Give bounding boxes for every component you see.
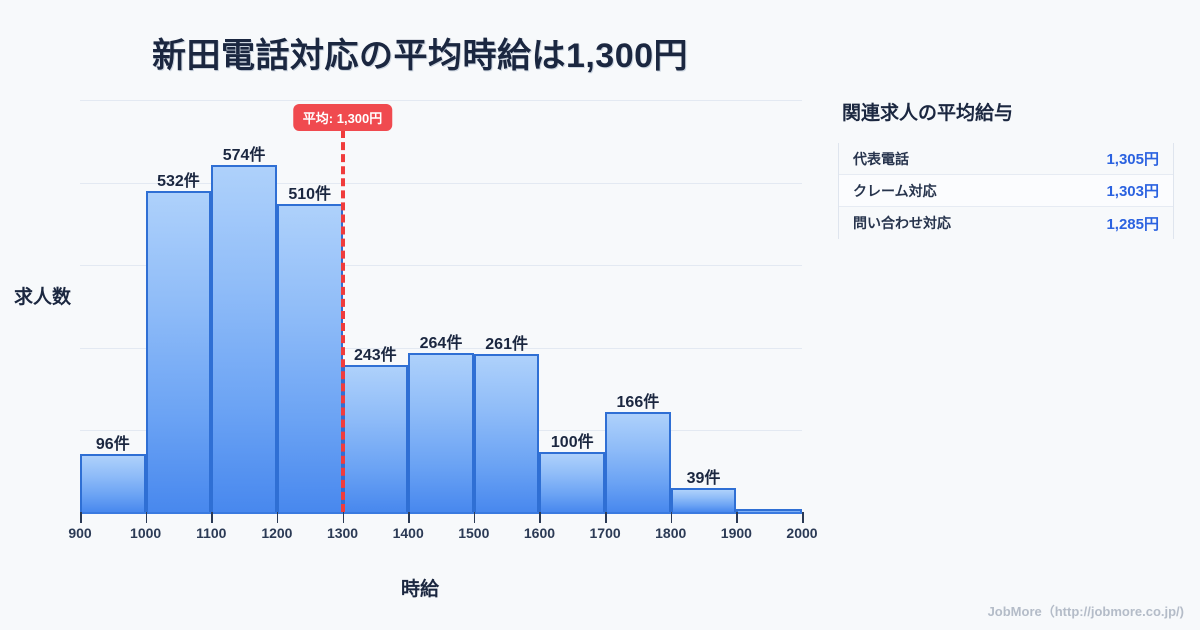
salary-row-value: 1,303円: [1106, 183, 1159, 200]
axis-tick: [211, 512, 213, 523]
average-line: [340, 130, 345, 512]
histogram-bar: [539, 451, 606, 512]
salary-row-label: クレーム対応: [853, 182, 937, 199]
axis-tick: [276, 512, 279, 523]
average-badge: 平均: 1,300円: [292, 104, 393, 131]
axis-tick-label: 2000: [786, 525, 818, 541]
salary-row: 代表電話 1,305円: [839, 143, 1173, 175]
bar-value-label: 243件: [353, 347, 397, 365]
salary-row: クレーム対応 1,303円: [839, 175, 1173, 207]
bar-value-label: 264件: [419, 334, 463, 352]
axis-tick: [670, 512, 673, 523]
y-axis-title: 求人数: [14, 287, 72, 308]
salary-row-label: 問い合わせ対応: [853, 215, 951, 231]
gridline: [80, 100, 802, 101]
gridline: [80, 183, 802, 184]
salary-row-value: 1,305円: [1106, 151, 1159, 168]
axis-tick-label: 1700: [589, 525, 621, 541]
axis-tick-label: 1300: [326, 525, 359, 541]
salary-row-value: 1,285円: [1106, 215, 1159, 233]
axis-tick: [145, 512, 148, 523]
panel-title: 関連求人の平均給与: [842, 103, 1014, 124]
bar-value-label: 510件: [288, 185, 332, 203]
related-salary-panel: 関連求人の平均給与 代表電話 1,305円クレーム対応 1,303円問い合わせ対応 1…: [838, 98, 1184, 239]
axis-tick-label: 1900: [720, 525, 752, 541]
histogram-bar: [736, 509, 802, 512]
axis-tick: [736, 512, 738, 523]
axis-tick-label: 1600: [523, 525, 556, 541]
bar-value-label: 100件: [550, 433, 594, 451]
histogram-chart: 新田電話対応の平均時給は1,300円 96件 532件 574件 510件 243件 26…: [14, 37, 818, 600]
bar-value-label: 261件: [485, 336, 528, 354]
axis-tick: [605, 512, 607, 523]
x-axis-line: [80, 512, 802, 514]
gridline: [80, 265, 802, 266]
histogram-bar: [276, 203, 343, 512]
histogram-bar: [342, 365, 409, 512]
bar-value-label: 39件: [686, 470, 721, 488]
bar-value-label: 574件: [222, 147, 266, 165]
bar-value-label: 532件: [157, 172, 200, 190]
histogram-bar: [670, 488, 737, 512]
axis-tick: [342, 512, 345, 523]
histogram-bar: [473, 354, 540, 512]
axis-tick-label: 900: [68, 525, 92, 541]
histogram-bar: [145, 190, 212, 512]
histogram-bar: [80, 454, 146, 512]
axis-tick-label: 1000: [130, 525, 162, 541]
axis-tick: [539, 512, 541, 523]
bar-value-label: 96件: [95, 436, 130, 453]
axis-tick-label: 1500: [458, 525, 490, 541]
axis-tick-label: 1200: [261, 525, 293, 541]
salary-row: 問い合わせ対応 1,285円: [839, 207, 1173, 239]
axis-tick: [802, 512, 804, 523]
axis-tick: [473, 512, 476, 523]
axis-tick: [80, 512, 82, 523]
axis-tick-label: 1800: [655, 525, 687, 541]
histogram-bar: [605, 411, 671, 512]
bar-value-label: 166件: [616, 393, 660, 411]
salary-row-label: 代表電話: [853, 150, 909, 167]
footer-attribution: JobMore（http://jobmore.co.jp/): [987, 604, 1184, 619]
related-salary-table: 代表電話 1,305円クレーム対応 1,303円問い合わせ対応 1,285円: [838, 143, 1174, 239]
axis-tick-label: 1400: [392, 525, 424, 541]
x-axis-title: 時給: [400, 579, 439, 600]
axis-tick-label: 1100: [196, 525, 227, 541]
histogram-bar: [408, 352, 474, 512]
histogram-bar: [211, 165, 277, 512]
gridline: [80, 348, 802, 349]
page-title: 新田電話対応の平均時給は1,300円: [151, 37, 689, 75]
axis-tick: [408, 512, 410, 523]
